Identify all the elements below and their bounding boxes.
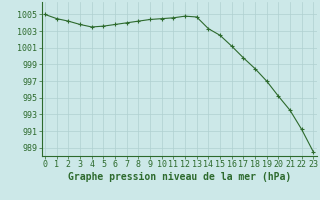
X-axis label: Graphe pression niveau de la mer (hPa): Graphe pression niveau de la mer (hPa) <box>68 172 291 182</box>
